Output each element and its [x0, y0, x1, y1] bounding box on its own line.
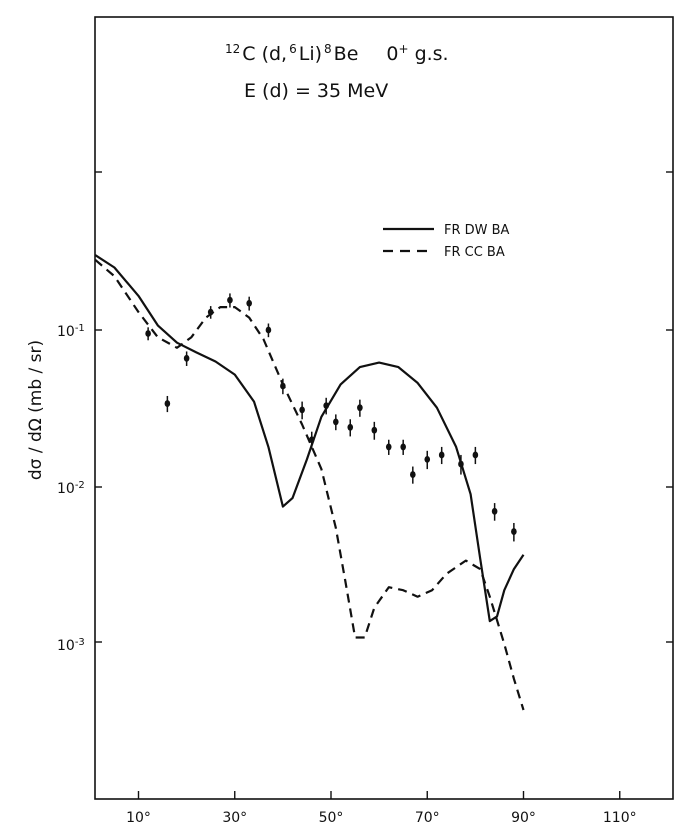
data-marker [333, 418, 339, 426]
data-marker [424, 455, 431, 463]
y-tick-base: 10 [57, 638, 75, 654]
y-tick-exponent: -3 [75, 637, 85, 648]
x-tick-label: 110° [603, 810, 637, 826]
data-marker [385, 443, 392, 451]
data-point [357, 399, 363, 417]
y-tick-exponent: -1 [75, 323, 85, 334]
title-reaction: 12 C (d, 6 Li) 8 Be 0+ g.s. [225, 42, 449, 65]
title-superscript: 6 [289, 42, 297, 56]
data-point [511, 522, 517, 542]
y-tick-label: 10-2 [57, 480, 85, 498]
data-point [424, 450, 431, 470]
x-tick-label: 10° [126, 810, 151, 826]
data-marker [371, 426, 378, 434]
data-marker [357, 404, 363, 412]
data-point [207, 306, 214, 319]
data-marker [410, 471, 416, 478]
curve-fr-cc-ba [94, 258, 525, 711]
y-tick-base: 10 [57, 324, 75, 340]
title-superscript: + [399, 42, 409, 56]
title-segment: 0 [386, 43, 398, 65]
data-point [385, 439, 392, 455]
legend: FR DW BA FR CC BA [383, 223, 510, 260]
data-marker [280, 382, 286, 390]
curve-fr-dw-ba [94, 254, 525, 623]
chart-title: 12 C (d, 6 Li) 8 Be 0+ g.s. E (d) = 35 MeV [225, 42, 449, 102]
title-segment: Li) [299, 43, 322, 65]
data-point [227, 293, 233, 308]
legend-label: FR CC BA [444, 245, 505, 260]
title-superscript: 8 [324, 42, 332, 56]
data-marker [207, 308, 214, 316]
data-marker [246, 299, 252, 307]
data-point [183, 351, 190, 366]
x-tick-label: 50° [319, 810, 344, 826]
data-marker [164, 400, 171, 407]
data-marker [323, 402, 329, 409]
data-point [472, 446, 479, 465]
title-energy: E (d) = 35 MeV [244, 80, 388, 102]
title-segment: C (d, [242, 43, 287, 65]
data-marker [511, 528, 517, 535]
axis-ticks [95, 171, 673, 799]
legend-label: FR DW BA [444, 223, 510, 238]
data-point [400, 439, 406, 455]
y-tick-base: 10 [57, 481, 75, 497]
data-point [438, 446, 445, 465]
data-marker [227, 296, 233, 304]
data-point [145, 327, 151, 341]
data-marker [183, 354, 190, 362]
data-point [491, 503, 498, 521]
data-point [410, 466, 416, 484]
data-point [347, 419, 354, 437]
data-marker [491, 507, 498, 515]
model-curves [94, 254, 525, 711]
data-marker [400, 443, 406, 451]
x-tick-label: 70° [415, 810, 440, 826]
data-point [265, 323, 272, 338]
data-marker [458, 460, 464, 468]
data-point [323, 397, 329, 415]
data-point [246, 296, 252, 311]
x-tick-label: 90° [511, 810, 536, 826]
x-tick-label: 30° [222, 810, 247, 826]
y-tick-label: 10-3 [57, 637, 85, 655]
data-marker [299, 406, 305, 414]
data-marker [347, 423, 354, 431]
data-point [280, 378, 286, 395]
data-marker [472, 451, 479, 459]
data-marker [145, 330, 151, 337]
y-axis-label-text: dσ / dΩ (mb / sr) [26, 340, 46, 480]
title-segment: Be [334, 43, 359, 65]
data-point [333, 414, 339, 431]
plot-frame [94, 16, 674, 800]
data-marker [438, 451, 445, 459]
title-superscript: 12 [225, 42, 240, 56]
data-point [371, 421, 378, 440]
data-point [458, 454, 464, 475]
data-marker [308, 436, 315, 444]
axis-tick-labels: 10-110-210-310° 30° 50° 70° 90° 110° [57, 323, 637, 827]
data-points [145, 293, 517, 542]
y-tick-exponent: -2 [75, 480, 85, 491]
data-point [308, 431, 315, 449]
title-segment: g.s. [415, 43, 449, 65]
y-tick-label: 10-1 [57, 323, 85, 341]
y-axis-label: dσ / dΩ (mb / sr) [26, 340, 46, 480]
data-point [299, 401, 305, 420]
data-marker [265, 326, 272, 334]
data-point [164, 395, 171, 413]
